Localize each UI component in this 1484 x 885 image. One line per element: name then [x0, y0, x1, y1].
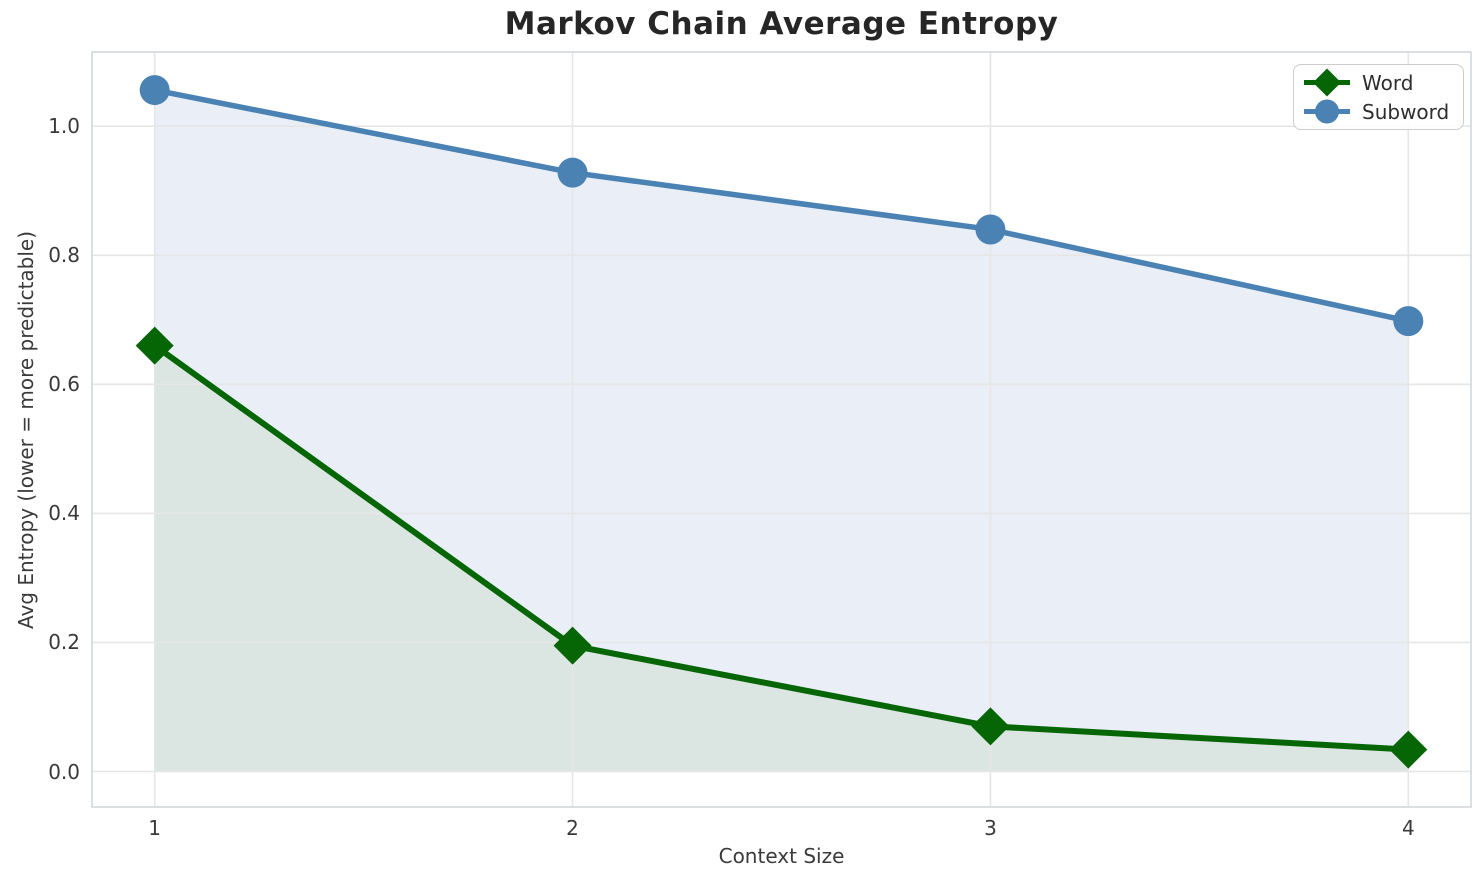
word-marker — [553, 626, 592, 665]
word-marker — [135, 326, 174, 365]
legend-item-subword: Subword — [1302, 97, 1449, 126]
subword-marker — [975, 214, 1006, 245]
y-tick-label: 0.8 — [48, 243, 80, 268]
x-tick-label: 4 — [1401, 816, 1415, 840]
legend: Word Subword — [1293, 64, 1465, 130]
x-tick-label: 1 — [148, 816, 162, 840]
circle-icon — [1304, 99, 1350, 124]
y-tick-label: 1.0 — [48, 114, 80, 139]
y-tick-label: 0.2 — [48, 630, 80, 655]
x-axis-label: Context Size — [718, 844, 845, 868]
y-tick-label: 0.0 — [48, 759, 80, 784]
subword-marker — [1393, 306, 1424, 337]
plot-frame — [91, 51, 1472, 808]
word-line — [151, 342, 1412, 753]
x-tick-label: 2 — [566, 816, 579, 840]
diamond-icon — [1304, 68, 1350, 97]
y-axis-label: Avg Entropy (lower = more predictable) — [14, 230, 38, 630]
chart-title: Markov Chain Average Entropy — [504, 6, 1059, 42]
subword-line — [151, 87, 1412, 324]
legend-label: Subword — [1362, 99, 1450, 124]
legend-item-word: Word — [1302, 68, 1449, 97]
y-tick-label: 0.4 — [48, 501, 80, 526]
y-tick-label: 0.6 — [48, 372, 80, 397]
word-area-fill — [154, 345, 1409, 772]
subword-marker — [557, 157, 588, 188]
word-marker — [971, 707, 1010, 746]
x-tick-label: 3 — [984, 816, 997, 840]
subword-marker — [139, 75, 170, 106]
legend-label: Word — [1362, 70, 1414, 95]
word-marker — [1389, 730, 1428, 769]
